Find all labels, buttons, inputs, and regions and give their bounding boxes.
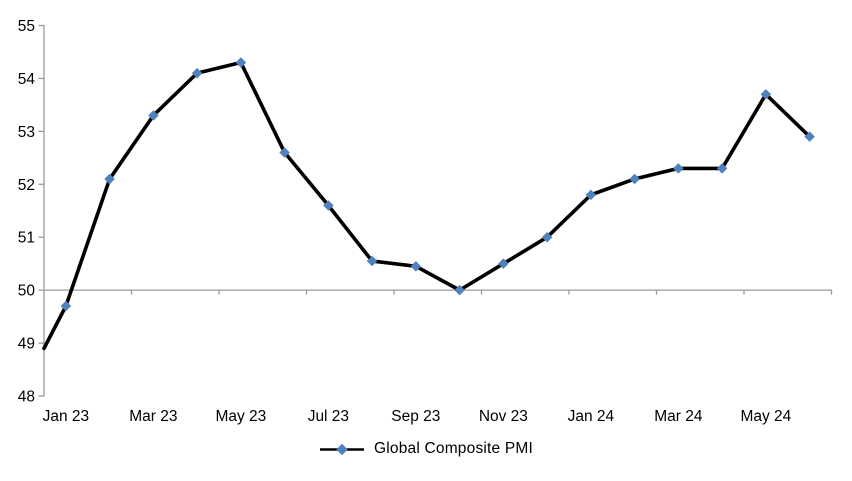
plot-area: 48 49 50 51 52 53 54 55 Jan 23 Mar 23 May 23 Jul 23… xyxy=(18,18,833,425)
x-tick-label: Jan 23 xyxy=(43,408,90,425)
x-tick-label: May 23 xyxy=(215,408,266,425)
y-tick-label: 55 xyxy=(18,18,35,35)
y-tick-label: 53 xyxy=(18,124,35,141)
x-tick-label: Mar 24 xyxy=(654,408,703,425)
y-tick-label: 52 xyxy=(18,177,35,194)
data-point-marker xyxy=(60,300,72,312)
data-point-marker xyxy=(760,88,772,100)
x-tick-label: May 24 xyxy=(740,408,791,425)
y-tick-label: 49 xyxy=(18,336,35,353)
data-point-marker xyxy=(323,200,334,211)
data-point-marker xyxy=(585,189,597,201)
series-line-global-composite-pmi xyxy=(42,60,812,351)
x-tick-label: Nov 23 xyxy=(479,408,528,425)
y-tick-label: 48 xyxy=(18,389,35,406)
x-tick-label: Jan 24 xyxy=(568,408,615,425)
y-tick-label: 50 xyxy=(18,283,36,300)
data-point-marker xyxy=(279,147,290,158)
data-point-marker xyxy=(366,255,378,267)
data-point-marker xyxy=(629,173,640,185)
x-tick-label: Jul 23 xyxy=(308,408,349,425)
data-point-marker xyxy=(104,173,115,185)
data-point-marker xyxy=(148,110,159,121)
legend-label: Global Composite PMI xyxy=(373,440,534,457)
data-point-marker xyxy=(410,260,422,272)
data-point-marker xyxy=(804,131,815,143)
y-tick-label: 54 xyxy=(18,71,36,88)
data-point-marker xyxy=(716,163,728,174)
data-point-marker xyxy=(541,231,553,243)
data-point-marker xyxy=(673,163,684,174)
data-point-marker xyxy=(191,67,203,79)
x-tick-label: Sep 23 xyxy=(391,408,440,425)
legend: Global Composite PMI xyxy=(0,440,852,458)
data-point-marker xyxy=(498,258,509,270)
legend-diamond-icon xyxy=(336,443,348,455)
legend-line-marker-sample xyxy=(319,443,364,455)
x-tick-label: Mar 23 xyxy=(129,408,177,425)
data-point-marker xyxy=(235,57,247,68)
data-point-marker xyxy=(454,284,465,296)
y-tick-label: 51 xyxy=(18,230,35,247)
